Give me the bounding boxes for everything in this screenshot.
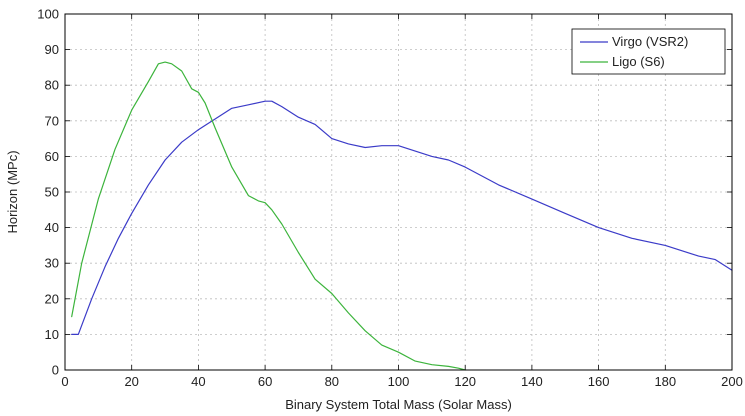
x-tick-label: 40 [191,374,205,389]
y-tick-label: 40 [45,220,59,235]
legend-box [571,28,726,75]
x-tick-label: 80 [325,374,339,389]
x-tick-label: 120 [454,374,476,389]
x-tick-label: 160 [588,374,610,389]
x-tick-label: 60 [258,374,272,389]
y-tick-label: 80 [45,78,59,93]
y-tick-label: 30 [45,256,59,271]
x-axis-title: Binary System Total Mass (Solar Mass) [285,397,512,412]
x-tick-label: 200 [721,374,743,389]
x-tick-label: 0 [61,374,68,389]
y-tick-label: 50 [45,185,59,200]
x-tick-label: 20 [124,374,138,389]
y-axis-title: Horizon (MPc) [5,150,20,233]
series-line-ligo-s6 [71,61,466,371]
series-lines [71,61,733,371]
legend: Virgo (VSR2) Ligo (S6) [571,28,726,75]
legend-label-ligo: Ligo (S6) [612,54,665,69]
grid-lines [65,14,732,370]
y-tick-label: 70 [45,113,59,128]
y-tick-label: 100 [37,7,59,22]
x-tick-label: 180 [654,374,676,389]
y-tick-label: 60 [45,149,59,164]
x-tick-label: 100 [388,374,410,389]
y-tick-label: 90 [45,42,59,57]
y-tick-label: 10 [45,327,59,342]
y-tick-label: 0 [52,363,59,378]
axis-ticks: 0 20 40 60 80 100 120 140 160 180 200 0 10 20 30 40 50 60… [37,7,743,390]
x-tick-label: 140 [521,374,543,389]
series-line-virgo-vsr2 [71,100,733,335]
y-tick-label: 20 [45,291,59,306]
legend-label-virgo: Virgo (VSR2) [612,34,688,49]
